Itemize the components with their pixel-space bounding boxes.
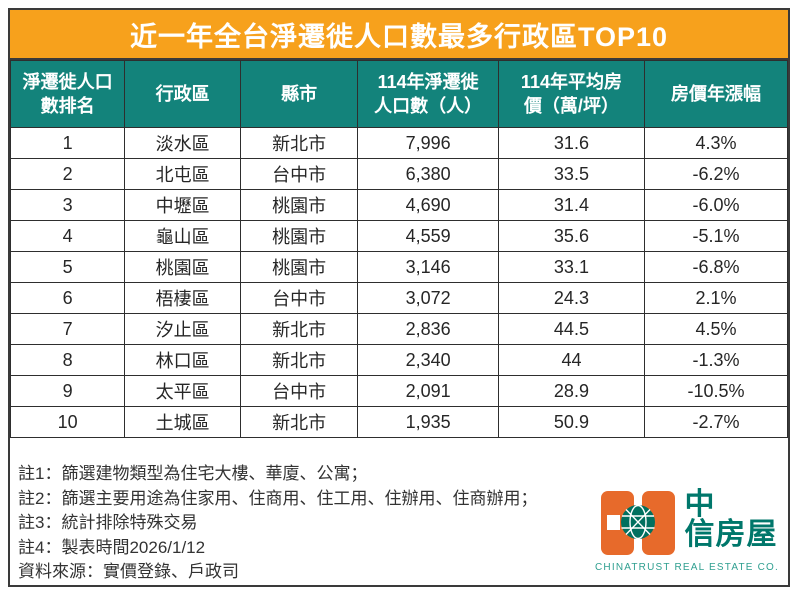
cell-population: 2,836 [357,313,499,345]
table-row: 1 淡水區 新北市 7,996 31.6 4.3% [9,127,789,159]
cell-price: 33.5 [497,158,645,190]
cell-price: 24.3 [497,282,645,314]
col-header-rank: 淨遷徙人口 數排名 [9,60,126,128]
cell-rank: 8 [9,344,126,376]
cell-change: -1.3% [643,344,789,376]
note-line: 資料來源：實價登錄、戶政司 [18,562,239,581]
infographic-frame: 近一年全台淨遷徙人口數最多行政區TOP10 淨遷徙人口 數排名 行政區 縣市 1… [8,8,790,587]
cell-rank: 1 [9,127,126,159]
note-line: 註1：篩選建物類型為住宅大樓、華廈、公寓； [18,464,368,483]
table-row: 6 梧棲區 台中市 3,072 24.3 2.1% [9,282,789,314]
col-header-population: 114年淨遷徙 人口數（人） [357,60,499,128]
table-row: 5 桃園區 桃園市 3,146 33.1 -6.8% [9,251,789,283]
cell-population: 1,935 [357,406,499,438]
cell-change: -2.7% [643,406,789,438]
cell-population: 3,146 [357,251,499,283]
cell-change: 2.1% [643,282,789,314]
cell-rank: 6 [9,282,126,314]
cell-price: 35.6 [497,220,645,252]
logo-cn-line1: 中 [684,488,715,521]
note-line: 註3：統計排除特殊交易 [18,513,198,532]
table-row: 2 北屯區 台中市 6,380 33.5 -6.2% [9,158,789,190]
cell-change: -6.8% [643,251,789,283]
cell-district: 淡水區 [124,127,241,159]
cell-rank: 3 [9,189,126,221]
cell-city: 新北市 [239,127,359,159]
col-header-change: 房價年漲幅 [643,60,789,128]
col-header-price: 114年平均房 價（萬/坪） [497,60,645,128]
cell-price: 44 [497,344,645,376]
cell-district: 汐止區 [124,313,241,345]
globe-icon [620,504,655,540]
cell-change: 4.5% [643,313,789,345]
table-row: 8 林口區 新北市 2,340 44 -1.3% [9,344,789,376]
cell-population: 2,091 [357,375,499,407]
cell-district: 林口區 [124,344,241,376]
logo-cn-line2: 信房屋 [684,518,778,551]
chinatrust-logo-mark [600,491,675,555]
cell-rank: 5 [9,251,126,283]
cell-price: 44.5 [497,313,645,345]
cell-city: 台中市 [239,158,359,190]
cell-price: 31.6 [497,127,645,159]
cell-population: 6,380 [357,158,499,190]
title-bar: 近一年全台淨遷徙人口數最多行政區TOP10 [10,10,788,60]
migration-table: 淨遷徙人口 數排名 行政區 縣市 114年淨遷徙 人口數（人） 114年平均房 … [9,60,789,438]
cell-district: 梧棲區 [124,282,241,314]
cell-district: 桃園區 [124,251,241,283]
cell-city: 新北市 [239,406,359,438]
col-header-city: 縣市 [239,60,359,128]
note-line: 註4：製表時間2026/1/12 [18,537,206,557]
table-row: 3 中壢區 桃園市 4,690 31.4 -6.0% [9,189,789,221]
cell-population: 2,340 [357,344,499,376]
cell-city: 台中市 [239,282,359,314]
cell-price: 31.4 [497,189,645,221]
cell-price: 50.9 [497,406,645,438]
cell-city: 台中市 [239,375,359,407]
cell-district: 龜山區 [124,220,241,252]
cell-district: 土城區 [124,406,241,438]
cell-rank: 7 [9,313,126,345]
logo-cn-text: 中 信房屋 [685,488,778,550]
cell-rank: 2 [9,158,126,190]
cell-price: 28.9 [497,375,645,407]
cell-rank: 10 [9,406,126,438]
cell-district: 太平區 [124,375,241,407]
note-line: 註2：篩選主要用途為住家用、住商用、住工用、住辦用、住商辦用； [18,488,538,508]
page-title: 近一年全台淨遷徙人口數最多行政區TOP10 [129,21,669,52]
footer-notes-section: 註1：篩選建物類型為住宅大樓、華廈、公寓； 註2：篩選主要用途為住家用、住商用、… [10,456,788,585]
cell-change: 4.3% [643,127,789,159]
col-header-district: 行政區 [124,60,241,128]
cell-change: -5.1% [643,220,789,252]
cell-population: 7,996 [357,127,499,159]
table-row: 9 太平區 台中市 2,091 28.9 -10.5% [9,375,789,407]
cell-city: 桃園市 [239,189,359,221]
cell-population: 4,559 [357,220,499,252]
table-row: 10 土城區 新北市 1,935 50.9 -2.7% [9,406,789,438]
table-row: 7 汐止區 新北市 2,836 44.5 4.5% [9,313,789,345]
cell-city: 桃園市 [239,220,359,252]
cell-district: 中壢區 [124,189,241,221]
cell-city: 新北市 [239,313,359,345]
chinatrust-logo: 中 信房屋 CHINATRUST REAL ESTATE CO. [592,488,782,574]
cell-change: -6.0% [643,189,789,221]
logo-en-text: CHINATRUST REAL ESTATE CO. [595,562,779,573]
table-row: 4 龜山區 桃園市 4,559 35.6 -5.1% [9,220,789,252]
cell-population: 3,072 [357,282,499,314]
cell-price: 33.1 [497,251,645,283]
cell-city: 新北市 [239,344,359,376]
table-header-row: 淨遷徙人口 數排名 行政區 縣市 114年淨遷徙 人口數（人） 114年平均房 … [9,60,789,128]
cell-district: 北屯區 [124,158,241,190]
cell-change: -10.5% [643,375,789,407]
cell-population: 4,690 [357,189,499,221]
cell-change: -6.2% [643,158,789,190]
cell-rank: 4 [9,220,126,252]
cell-rank: 9 [9,375,126,407]
cell-city: 桃園市 [239,251,359,283]
